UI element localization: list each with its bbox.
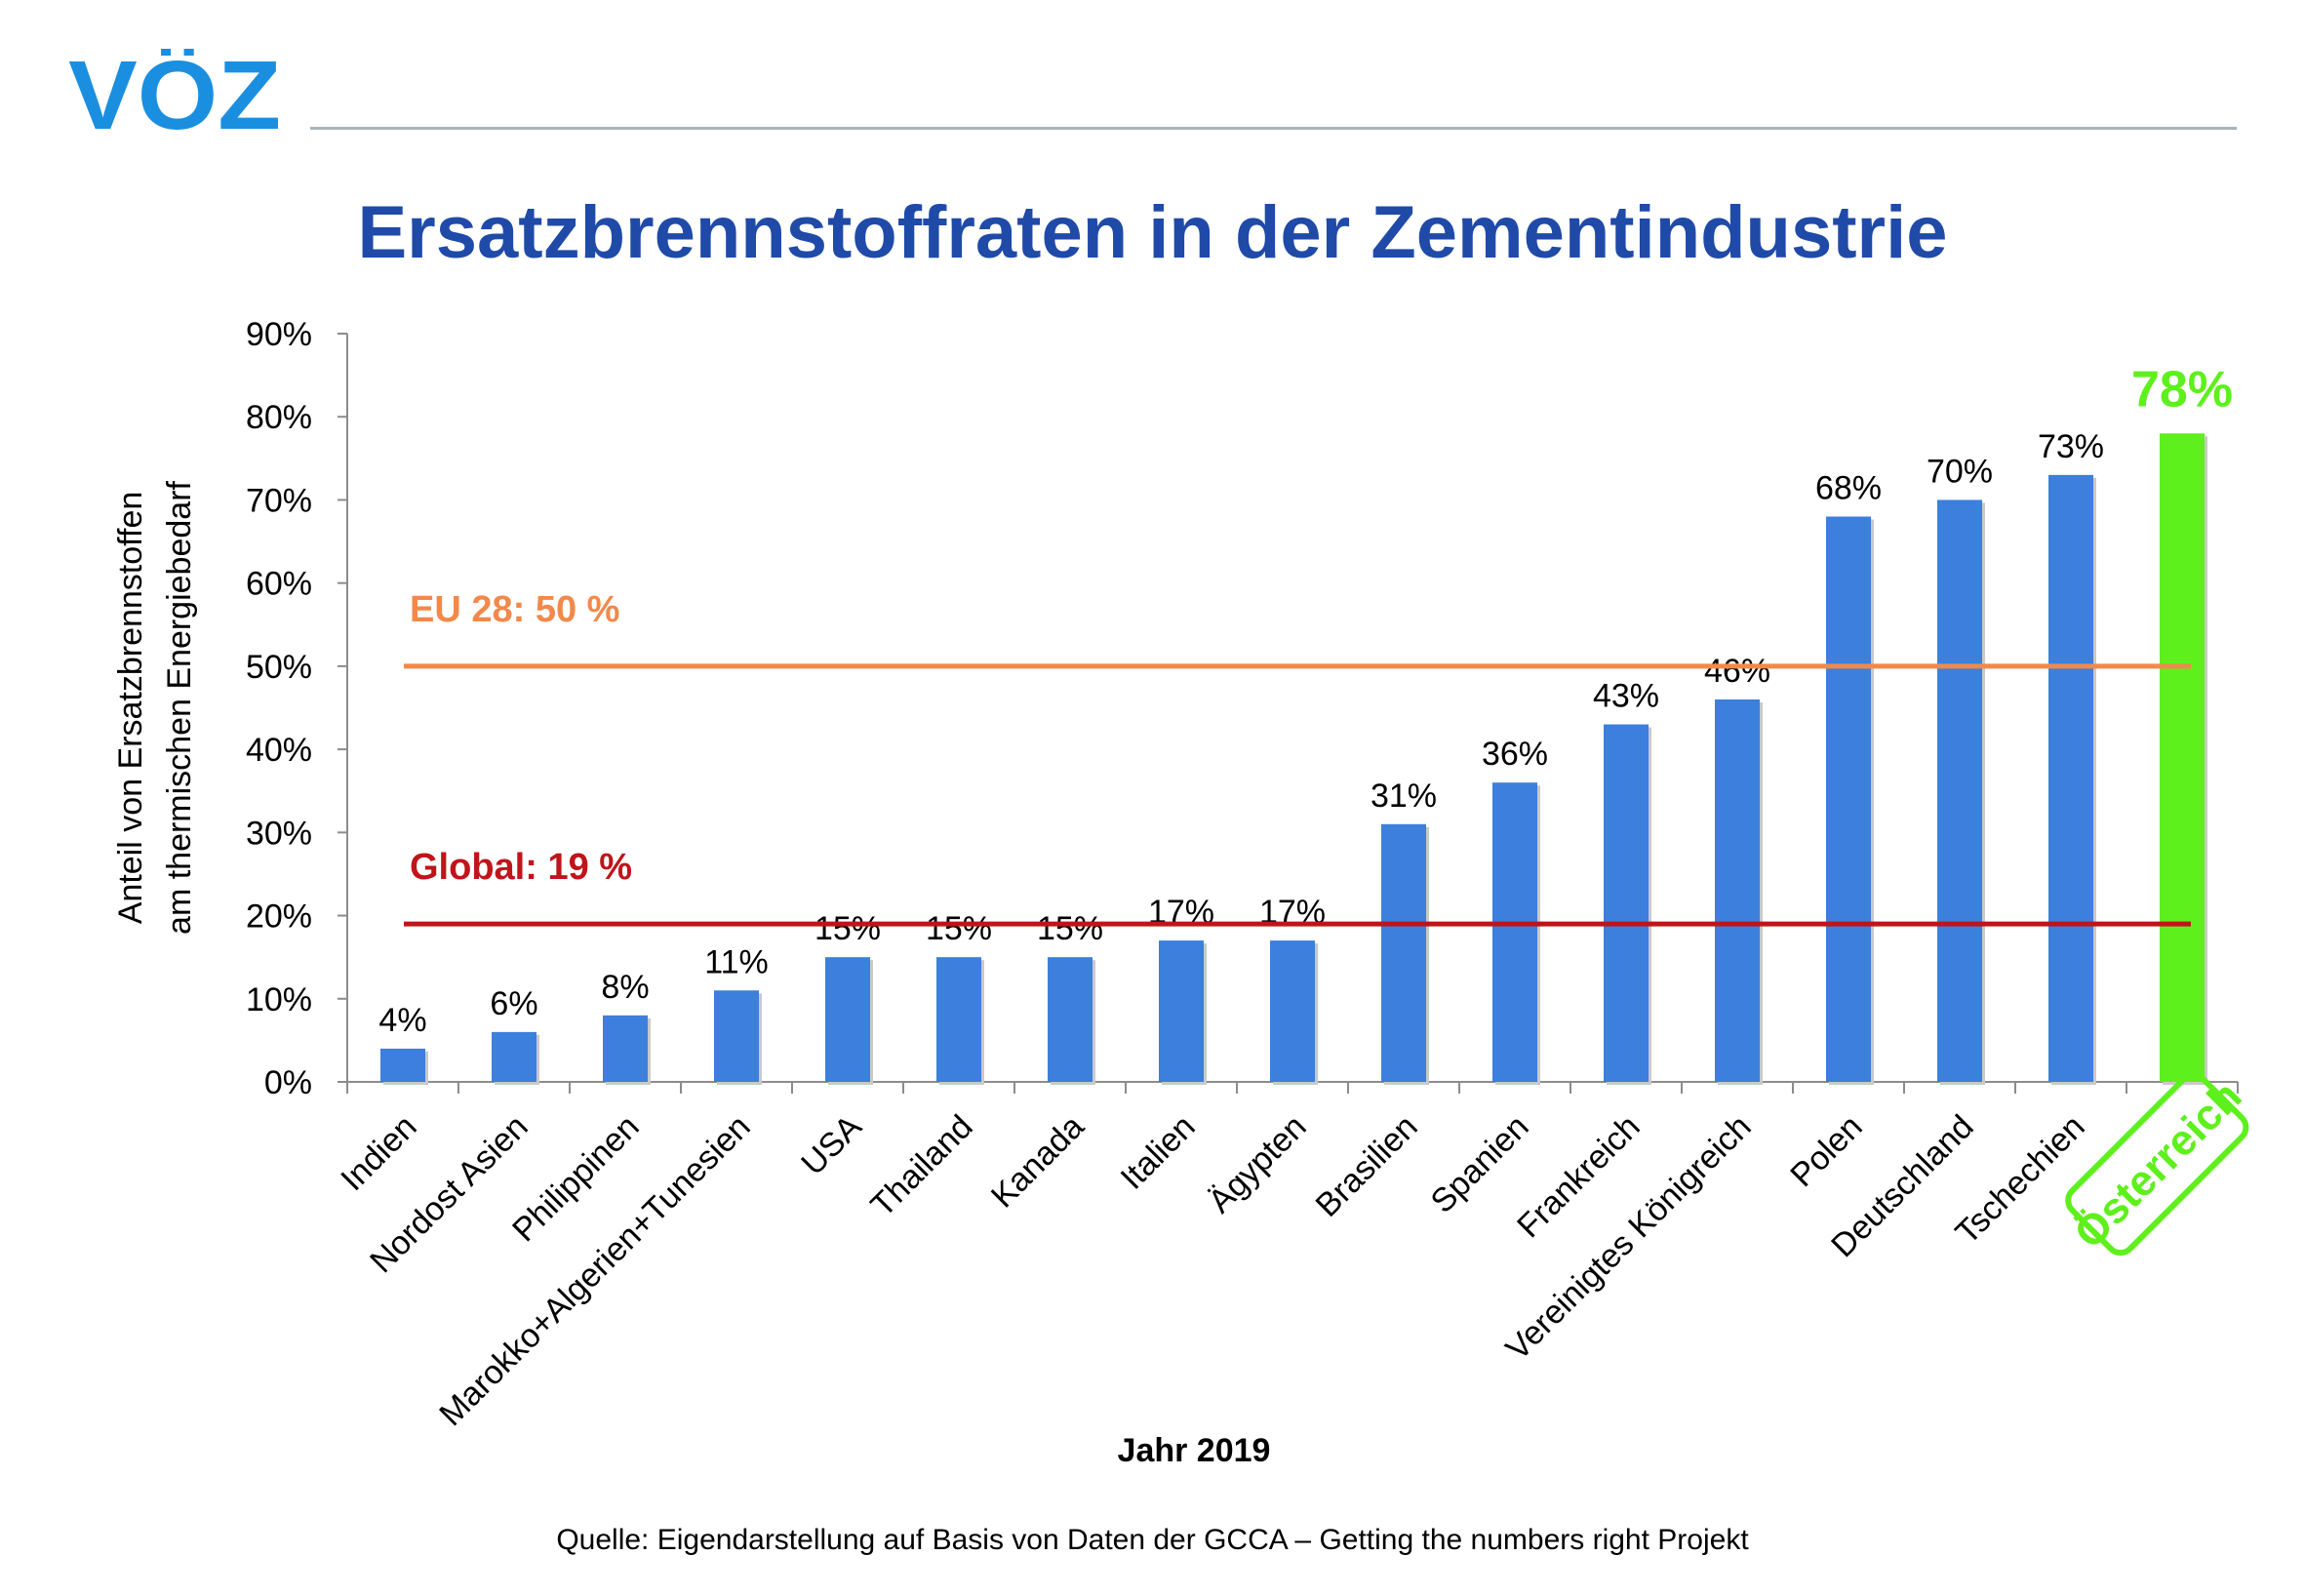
x-category-label: Indien [334,1108,423,1198]
bar [1826,516,1871,1082]
bar-value-label: 68% [1815,469,1882,506]
y-tick-label: 30% [246,815,312,852]
bar [380,1048,425,1082]
bar-value-label: 11% [704,943,769,980]
bar [1159,940,1204,1082]
bar [1048,957,1093,1082]
bar [1381,823,1426,1082]
highlight-category-frame [2065,1071,2249,1257]
bar [936,957,981,1082]
bar-highlight [2160,433,2205,1082]
x-category-label: USA [794,1108,869,1183]
bar [492,1031,537,1082]
bar-value-label: 6% [490,985,537,1022]
y-tick-label: 0% [264,1064,312,1101]
bar-value-label: 15% [926,910,992,947]
bar-value-label: 15% [1037,910,1103,947]
x-category-label-highlight: Österreich [2065,1072,2250,1257]
x-category-label: Kanada [984,1108,1092,1216]
bar [1604,724,1649,1082]
x-category-label: Thailand [864,1108,980,1224]
bar-value-label: 70% [1927,453,1993,490]
header-rule [310,127,2237,130]
bar [1270,940,1315,1082]
bar-value-label: 36% [1482,736,1548,773]
y-tick-label: 70% [246,482,312,519]
bar-value-label: 4% [378,1002,426,1039]
logo-text: VÖZ [68,49,281,137]
bar [603,1015,648,1082]
bar-value-label: 78% [2131,361,2233,418]
bar-value-label: 31% [1371,778,1437,815]
y-tick-label: 80% [246,399,312,436]
x-category-label: Italien [1114,1108,1203,1197]
y-tick-label: 60% [246,566,312,603]
x-category-label: Ägypten [1202,1108,1314,1220]
voez-logo: VÖZ [68,49,281,137]
x-category-label: Spanien [1424,1108,1536,1220]
bar [2048,474,2093,1082]
y-tick-label: 90% [246,316,312,353]
x-category-label: Polen [1783,1108,1869,1194]
page-title: Ersatzbrennstoffraten in der Zementindus… [357,191,1948,274]
bar [1937,499,1982,1082]
reference-line-label: Global: 19 % [410,847,632,888]
bar-value-label: 46% [1704,653,1770,690]
y-axis-title-line2: am thermischen Energiebedarf [161,480,198,934]
x-axis-title: Jahr 2019 [1118,1432,1271,1469]
bar-value-label: 43% [1593,678,1659,715]
y-tick-label: 20% [246,898,312,936]
reference-line-label: EU 28: 50 % [410,589,619,630]
source-note: Quelle: Eigendarstellung auf Basis von D… [556,1524,1749,1556]
bar [825,957,870,1082]
bar [714,990,759,1082]
bar [1715,698,1760,1082]
x-category-label: Brasilien [1309,1108,1425,1224]
bar-value-label: 73% [2038,428,2104,465]
bar [1492,782,1537,1082]
y-axis-title-line1: Anteil von Ersatzbrennstoffen [112,492,149,925]
bar-value-label: 15% [815,910,881,947]
y-tick-label: 40% [246,732,312,769]
y-tick-label: 10% [246,981,312,1018]
bar-value-label: 8% [601,969,649,1006]
y-tick-label: 50% [246,649,312,686]
